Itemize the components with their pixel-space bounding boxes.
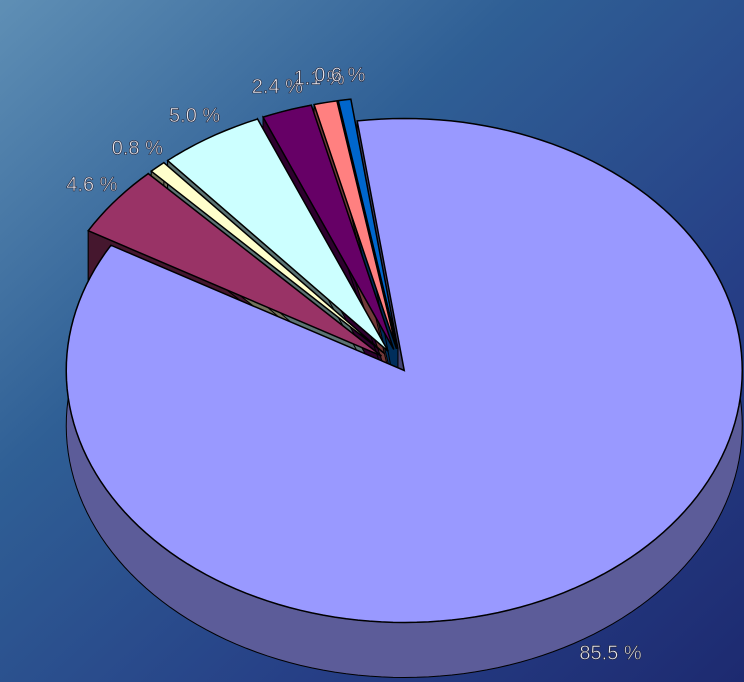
- slice: [313, 100, 398, 350]
- slice: [150, 161, 386, 355]
- slice: [166, 118, 389, 352]
- slice: [337, 98, 399, 349]
- slice: [65, 117, 743, 624]
- slice: [261, 104, 395, 350]
- data-label: 2.4 %: [252, 76, 303, 98]
- slice: [87, 172, 382, 357]
- data-label: 85.5 %: [579, 642, 641, 664]
- data-label: 4.6 %: [66, 174, 117, 196]
- data-label: 0.8 %: [112, 137, 163, 159]
- data-label: 0.6 %: [314, 64, 365, 86]
- data-label: 1.1 %: [294, 67, 345, 89]
- data-label: 5.0 %: [169, 105, 220, 127]
